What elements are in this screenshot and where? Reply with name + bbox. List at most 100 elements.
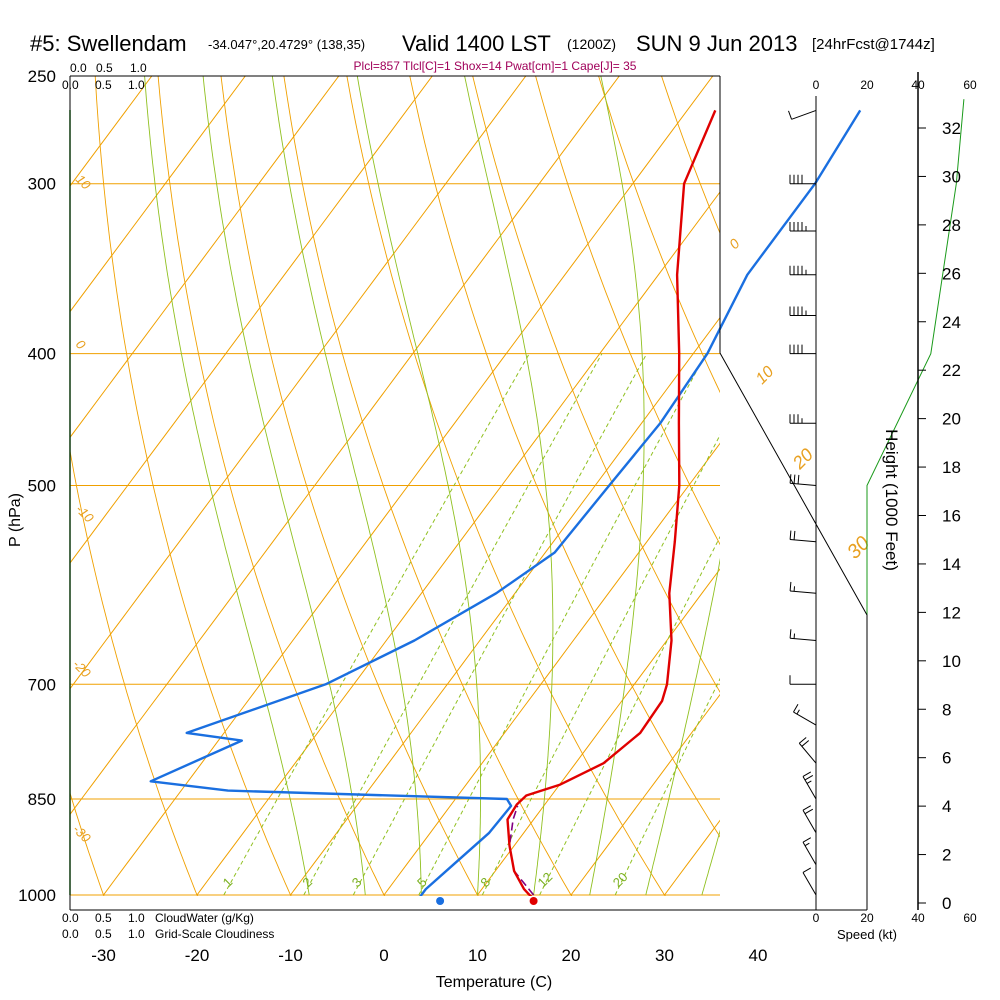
mixing-ratio-line [614, 677, 720, 896]
pressure-tick-label: 250 [28, 67, 56, 86]
height-tick-label: 10 [942, 652, 961, 671]
mixing-ratio-label: 12 [535, 869, 556, 890]
dry-adiabat-line [409, 76, 720, 838]
pressure-tick-label: 300 [28, 175, 56, 194]
wind-barb-flag [789, 629, 792, 639]
dry-adiabat-label: -30 [70, 822, 94, 846]
dry-adiabat-label: -10 [73, 502, 97, 526]
isotherm-line [70, 76, 527, 690]
plot-boundary [719, 76, 868, 910]
isotherm-line [103, 76, 714, 896]
cloud-scale-top-05: 0.5 [96, 61, 113, 75]
wind-barb-shaft [791, 109, 817, 120]
moist-adiabat-line [271, 76, 422, 896]
station-title: #5: Swellendam [30, 31, 187, 56]
mixing-ratio-line [418, 353, 707, 896]
dry-adiabat-label: 10 [73, 172, 94, 193]
speed-scale-bottom-0: 0 [813, 911, 820, 925]
wind-barb-flag [789, 530, 792, 540]
height-tick-label: 2 [942, 846, 951, 865]
wind-barb [802, 867, 817, 896]
temperature-tick-label: -20 [185, 946, 210, 965]
cloudiness-scale-top-1: 1.0 [128, 78, 145, 92]
dry-adiabat-line [70, 791, 105, 896]
speed-scale-top-20: 20 [860, 78, 874, 92]
wind-barb-flag [793, 530, 796, 540]
dry-adiabat-line [70, 448, 198, 896]
wind-barb-shaft [790, 482, 817, 486]
y-axis-label: P (hPa) [7, 493, 24, 547]
height-tick-label: 14 [942, 555, 961, 574]
height-tick-label: 6 [942, 749, 951, 768]
wind-barb-flag [802, 771, 812, 777]
wind-barb [798, 737, 817, 764]
wind-barb [802, 837, 817, 865]
chart-header: #5: Swellendam -34.047°,20.4729° (138,35… [30, 31, 935, 73]
wind-barb-shaft [793, 711, 817, 726]
thermo-lines [70, 76, 720, 896]
wind-barb [789, 222, 816, 232]
sounding-parameters: Plcl=857 Tlcl[C]=1 Shox=14 Pwat[cm]=1 Ca… [354, 59, 637, 73]
moist-adiabat-line [356, 76, 482, 896]
cloudiness-scale-top-0: 0.0 [62, 78, 79, 92]
cloud-scale-top-0: 0.0 [70, 61, 87, 75]
temperature-tick-label: -30 [91, 946, 116, 965]
temperature-tick-label: 40 [749, 946, 768, 965]
speed-scale-bottom-20: 20 [860, 911, 874, 925]
height-tick-label: 24 [942, 313, 961, 332]
wind-barb [789, 474, 817, 486]
mixing-ratio-line [539, 535, 720, 896]
speed-axis-label: Speed (kt) [837, 927, 897, 942]
moist-adiabat-line [645, 557, 720, 896]
wind-barb-flag [789, 474, 792, 484]
wind-barb [789, 174, 816, 185]
wind-barb [789, 265, 816, 276]
dry-adiabat-line [535, 76, 720, 546]
sounding-profiles [149, 99, 965, 905]
mixing-ratio-line [481, 434, 720, 896]
cloud-scale-bottom-0: 0.0 [62, 911, 79, 925]
wind-barb [789, 344, 816, 355]
moist-adiabat-line [144, 76, 310, 896]
mixing-ratio-label: 3 [349, 874, 365, 890]
isotherm-line [196, 191, 720, 896]
isotherm-label: 0 [726, 235, 743, 252]
wind-barb-flag [793, 703, 799, 713]
height-tick-label: 4 [942, 797, 951, 816]
chart-labels: 0.0 0.5 1.0 0.0 0.5 1.0 0.0 0.5 1.0 Clou… [7, 61, 977, 991]
speed-scale-top-40: 40 [911, 78, 925, 92]
wind-barb-flag [793, 474, 796, 484]
wind-barbs [788, 109, 817, 896]
wind-barb-shaft [802, 872, 817, 896]
wind-barb-shaft [802, 809, 817, 834]
wind-barb-half-flag [806, 780, 812, 784]
cloudiness-label: Grid-Scale Cloudiness [155, 927, 274, 941]
height-tick-label: 26 [942, 264, 961, 283]
wind-barb-shaft [790, 590, 817, 594]
height-tick-label: 0 [942, 894, 951, 913]
temperature-tick-label: 10 [468, 946, 487, 965]
cloud-scale-top-1: 1.0 [130, 61, 147, 75]
wind-barb [789, 581, 817, 594]
height-tick-label: 30 [942, 167, 961, 186]
temperature-tick-label: 0 [379, 946, 388, 965]
dry-adiabat-line [346, 76, 666, 896]
wind-barb [788, 109, 817, 120]
cloud-scale-bottom-1: 1.0 [128, 911, 145, 925]
temperature-tick-label: 30 [655, 946, 674, 965]
cloudiness-scale-top-05: 0.5 [95, 78, 112, 92]
dewpoint-line [149, 109, 862, 896]
height-tick-label: 16 [942, 507, 961, 526]
moist-adiabat-line [589, 76, 645, 896]
dry-adiabat-line [220, 76, 479, 896]
mixing-ratio-label: 1 [220, 874, 236, 890]
wind-barb-flag [804, 808, 814, 815]
wind-barb-flag [788, 110, 793, 120]
height-tick-label: 8 [942, 700, 951, 719]
wind-barb-flag [804, 775, 814, 781]
wind-barb [793, 703, 817, 726]
speed-scale-top-0: 0 [813, 78, 820, 92]
